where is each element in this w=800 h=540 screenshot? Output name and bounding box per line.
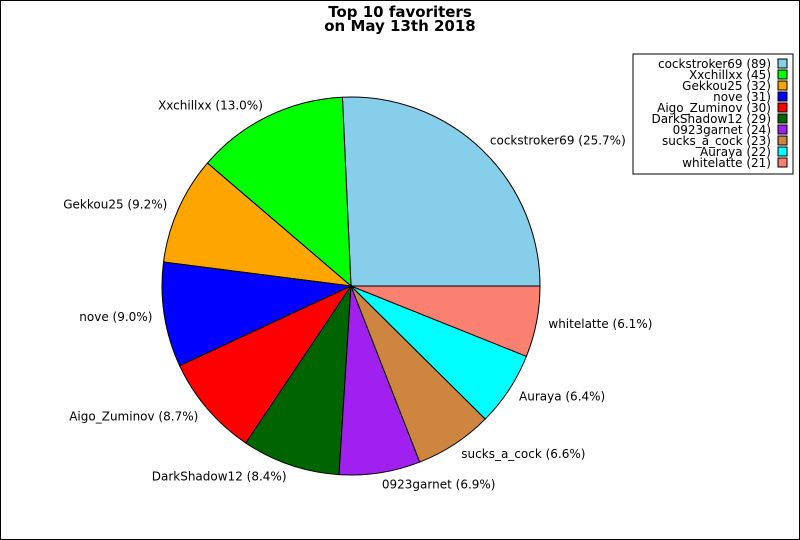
pie-slice-xxchillxx [206,96,352,288]
legend-label-nove: nove (31) [713,90,771,104]
slice-label-aigo-zuminov: Aigo_Zuminov (8.7%) [69,410,198,424]
chart-title-line-2: on May 13th 2018 [324,17,476,35]
legend-swatch-0923garnet [777,124,788,135]
legend-label-0923garnet: 0923garnet (24) [673,123,771,137]
legend-swatch-nove [777,91,788,102]
legend-swatch-whitelatte [777,157,788,168]
slice-label-darkshadow12: DarkShadow12 (8.4%) [152,469,287,483]
pie-slice-darkshadow12 [245,284,352,476]
legend-label-aigo-zuminov: Aigo_Zuminov (30) [657,101,771,115]
slice-label-gekkou25: Gekkou25 (9.2%) [63,198,167,212]
legend-label-sucks-a-cock: sucks_a_cock (23) [662,134,771,148]
slice-label-cockstroker69: cockstroker69 (25.7%) [490,134,626,148]
chart-title-line-1: Top 10 favoriters [328,3,472,21]
slice-label-auraya: Auraya (6.4%) [519,389,605,403]
legend: cockstroker69 (89)Xxchillxx (45)Gekkou25… [632,53,794,175]
slice-labels: cockstroker69 (25.7%) Xxchillxx (13.0%) Ge… [63,98,652,491]
pie-slice-nove [161,261,353,367]
legend-label-cockstroker69: cockstroker69 (89) [658,57,771,71]
legend-label-gekkou25: Gekkou25 (32) [682,79,771,93]
pie-slice-cockstroker69 [341,96,541,287]
legend-label-whitelatte: whitelatte (21) [682,156,771,170]
legend-swatch-gekkou25 [777,80,788,91]
legend-label-darkshadow12: DarkShadow12 (29) [651,112,771,126]
legend-label-auraya: Auraya (22) [700,145,771,159]
pie-slices [161,96,541,476]
slice-label-0923garnet: 0923garnet (6.9%) [382,478,496,492]
slice-label-whitelatte: whitelatte (6.1%) [548,317,652,331]
slice-label-xxchillxx: Xxchillxx (13.0%) [158,98,263,112]
slice-label-sucks-a-cock: sucks_a_cock (6.6%) [461,447,585,461]
slice-label-nove: nove (9.0%) [79,310,152,324]
pie-slice-aigo-zuminov [179,284,353,444]
legend-swatch-darkshadow12 [777,113,788,124]
legend-swatch-cockstroker69 [777,58,788,69]
legend-swatch-aigo-zuminov [777,102,788,113]
legend-swatch-sucks-a-cock [777,135,788,146]
legend-label-xxchillxx: Xxchillxx (45) [689,68,771,82]
legend-swatch-xxchillxx [777,69,788,80]
pie-slice-gekkou25 [162,162,353,287]
legend-swatch-auraya [777,146,788,157]
legend-box [632,53,794,175]
pie-slice-whitelatte [350,285,541,357]
